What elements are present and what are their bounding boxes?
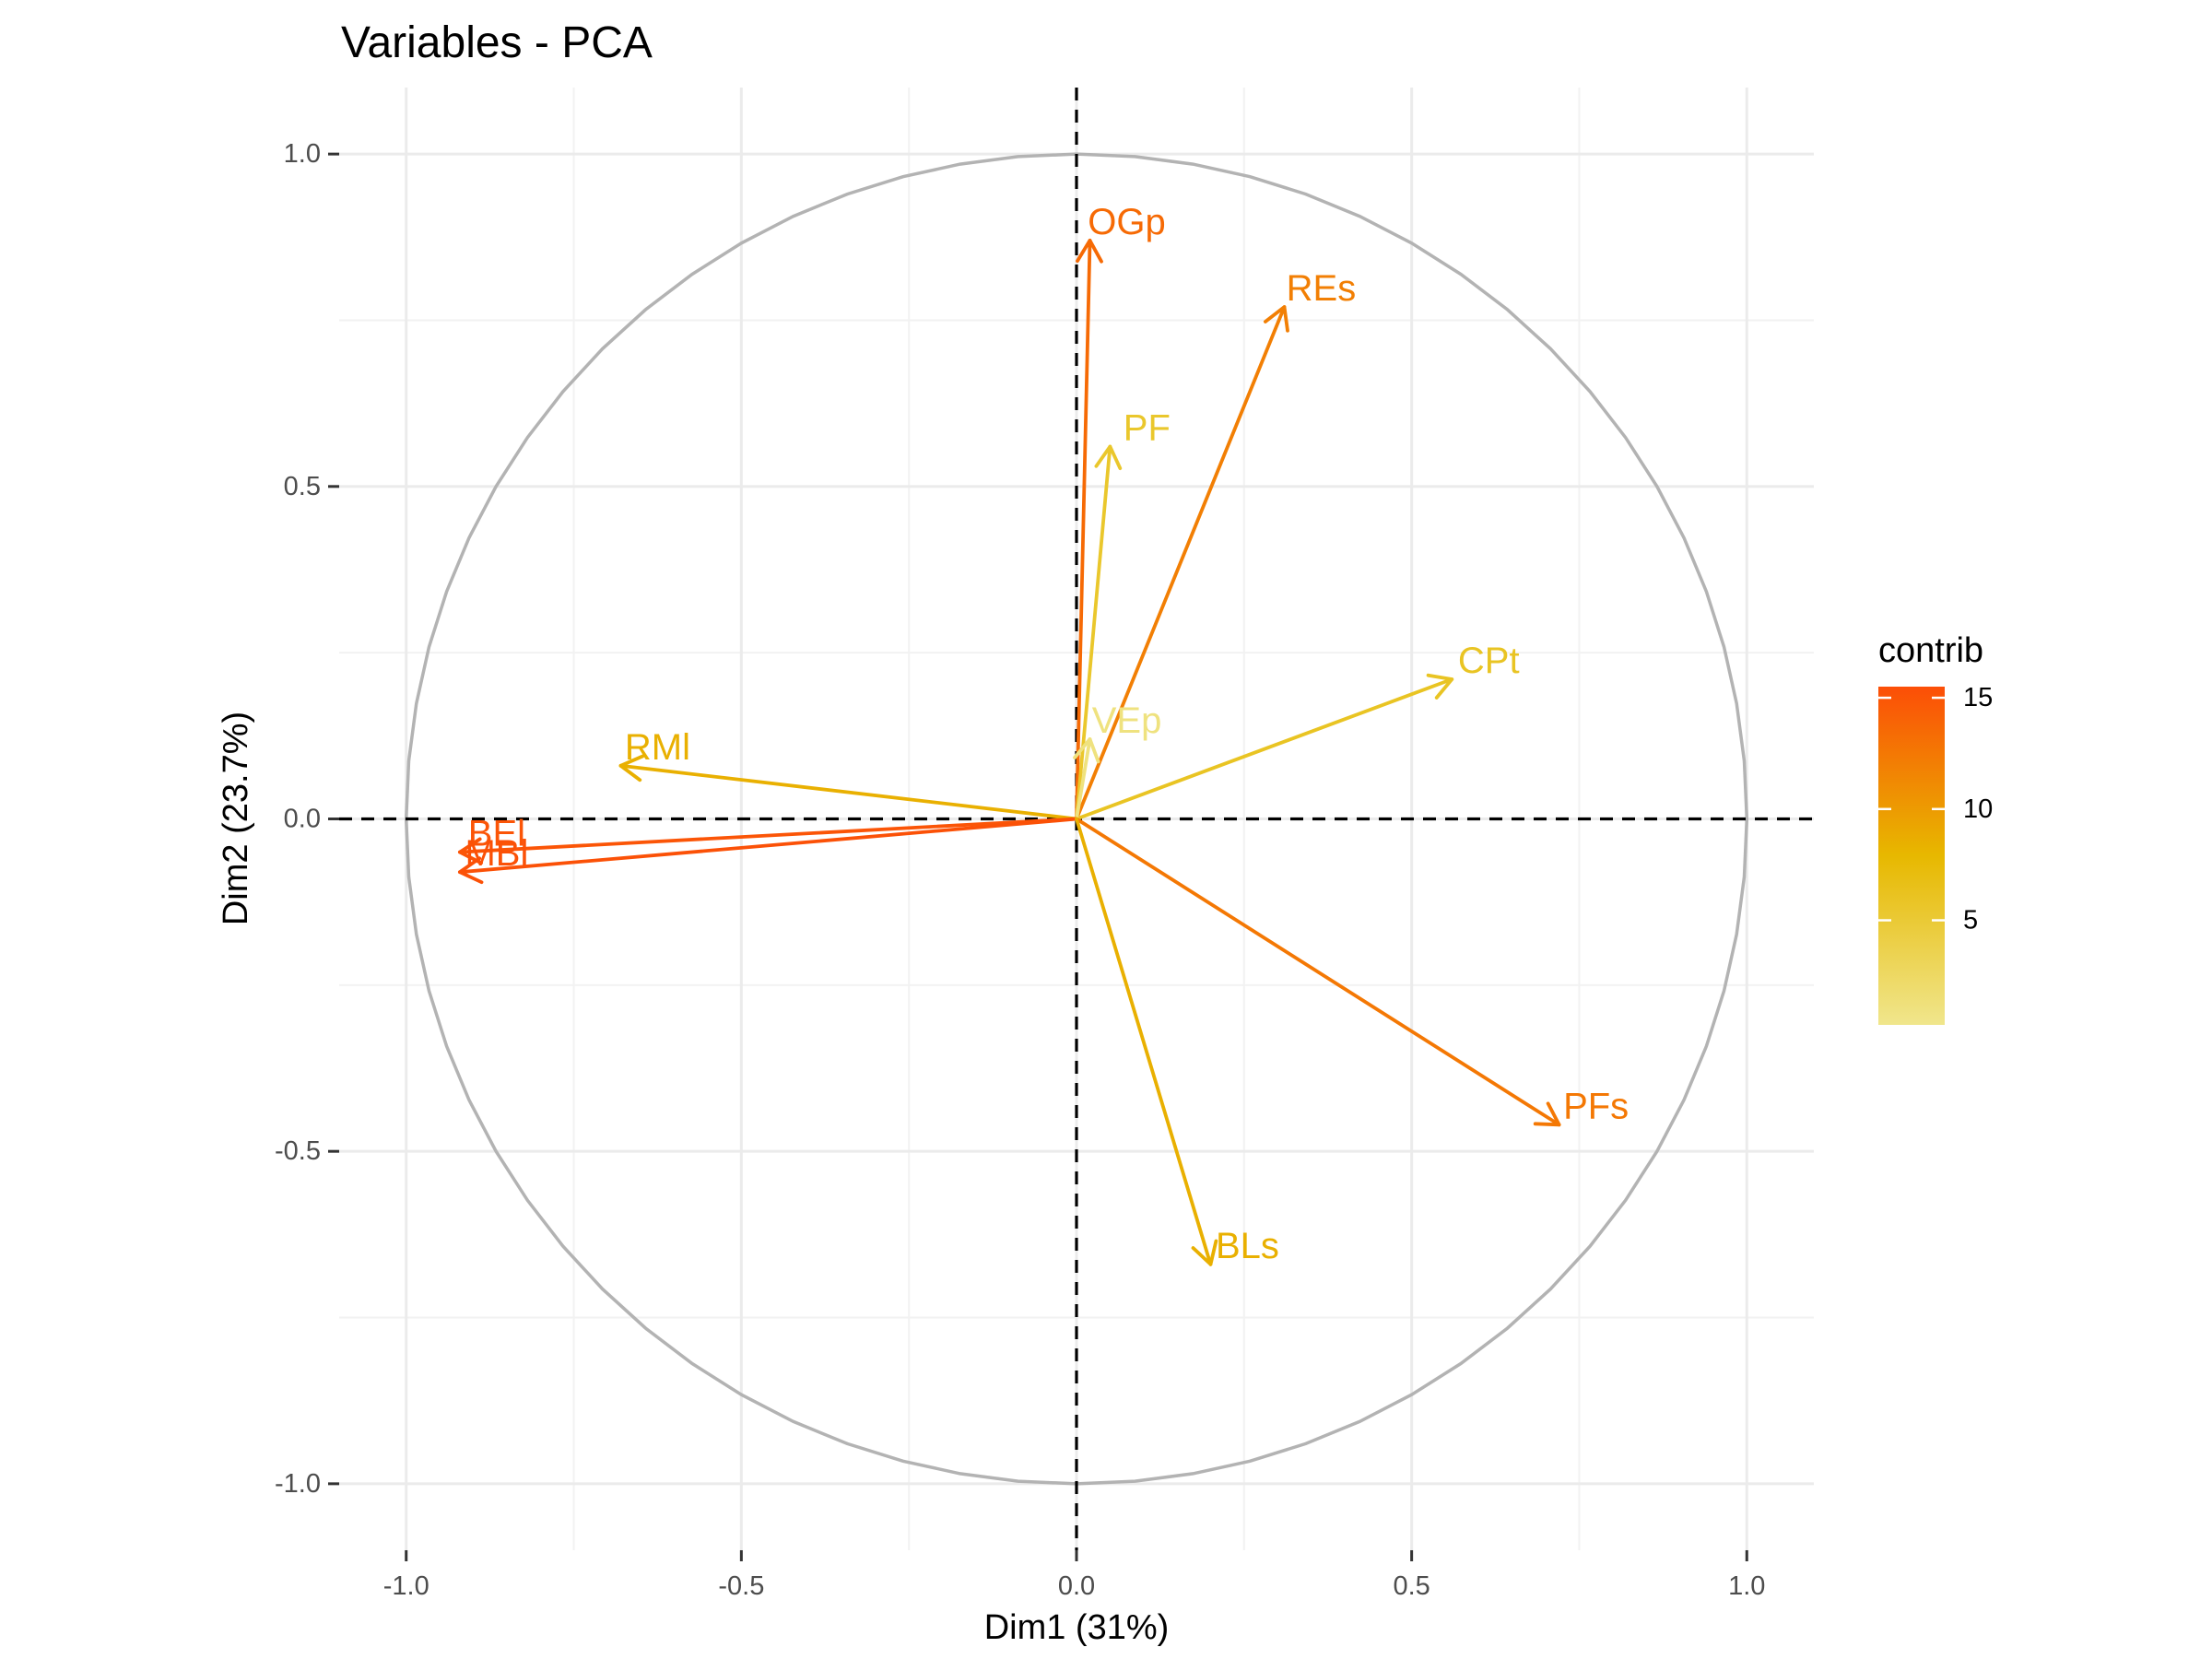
arrow-pfs <box>1075 817 1561 1127</box>
arrowhead-pf <box>1094 444 1123 470</box>
x-axis-title: Dim1 (31%) <box>984 1608 1170 1647</box>
x-tick-label: -0.5 <box>718 1571 764 1601</box>
x-tick-label: 1.0 <box>1728 1571 1765 1601</box>
label-pfs: PFs <box>1563 1086 1629 1126</box>
legend-tick-label: 5 <box>1963 906 1978 935</box>
arrowhead-ogp <box>1076 239 1103 264</box>
y-tick-label: 1.0 <box>284 139 321 169</box>
arrow-vep <box>1075 737 1092 821</box>
arrow-res <box>1075 305 1287 821</box>
arrowhead-mbl <box>458 856 484 885</box>
arrow-bls <box>1075 817 1213 1266</box>
label-res: REs <box>1287 268 1357 309</box>
x-tick-label: 0.5 <box>1393 1571 1430 1601</box>
label-bel: BEl <box>468 814 525 854</box>
variable-arrows <box>458 239 1561 1266</box>
label-mbl: MBl <box>465 833 528 874</box>
legend-colorbar <box>1878 687 1945 1025</box>
x-tick-label: 0.0 <box>1058 1571 1095 1601</box>
x-tick-label: -1.0 <box>383 1571 429 1601</box>
label-ogp: OGp <box>1088 202 1165 242</box>
arrowhead-res <box>1264 305 1289 333</box>
legend-ticks: 5 10 15 <box>1878 683 1993 935</box>
arrowhead-bls <box>1191 1239 1218 1266</box>
y-tick-label: 0.0 <box>284 805 321 834</box>
label-cpt: CPt <box>1458 641 1520 681</box>
chart-title: Variables - PCA <box>341 18 653 67</box>
label-rml: RMl <box>625 727 690 768</box>
arrow-ogp <box>1075 239 1092 821</box>
legend-title: contrib <box>1878 631 1983 670</box>
arrowhead-vep <box>1073 737 1100 764</box>
arrow-bel <box>458 817 1078 854</box>
label-pf: PF <box>1124 408 1171 449</box>
contrib-legend: contrib 5 10 15 <box>1878 631 1993 1025</box>
arrowhead-rml <box>618 754 645 782</box>
y-axis: -1.0 -0.5 0.0 0.5 1.0 <box>275 139 339 1499</box>
arrowhead-bel <box>458 837 483 865</box>
legend-tick-label: 15 <box>1963 683 1993 712</box>
x-axis: -1.0 -0.5 0.0 0.5 1.0 <box>383 1550 1765 1601</box>
y-tick-label: 0.5 <box>284 472 321 501</box>
arrow-rml <box>618 763 1078 821</box>
y-tick-label: -0.5 <box>275 1136 321 1166</box>
arrowhead-pfs <box>1533 1101 1561 1127</box>
legend-tick-label: 10 <box>1963 794 1993 824</box>
arrowhead-cpt <box>1426 673 1454 700</box>
y-axis-title: Dim2 (23.7%) <box>217 712 255 925</box>
arrow-cpt <box>1075 677 1454 821</box>
arrow-mbl <box>458 817 1078 875</box>
arrow-pf <box>1075 444 1112 821</box>
y-tick-label: -1.0 <box>275 1469 321 1499</box>
label-vep: VEp <box>1092 700 1162 741</box>
label-bls: BLs <box>1216 1226 1279 1266</box>
